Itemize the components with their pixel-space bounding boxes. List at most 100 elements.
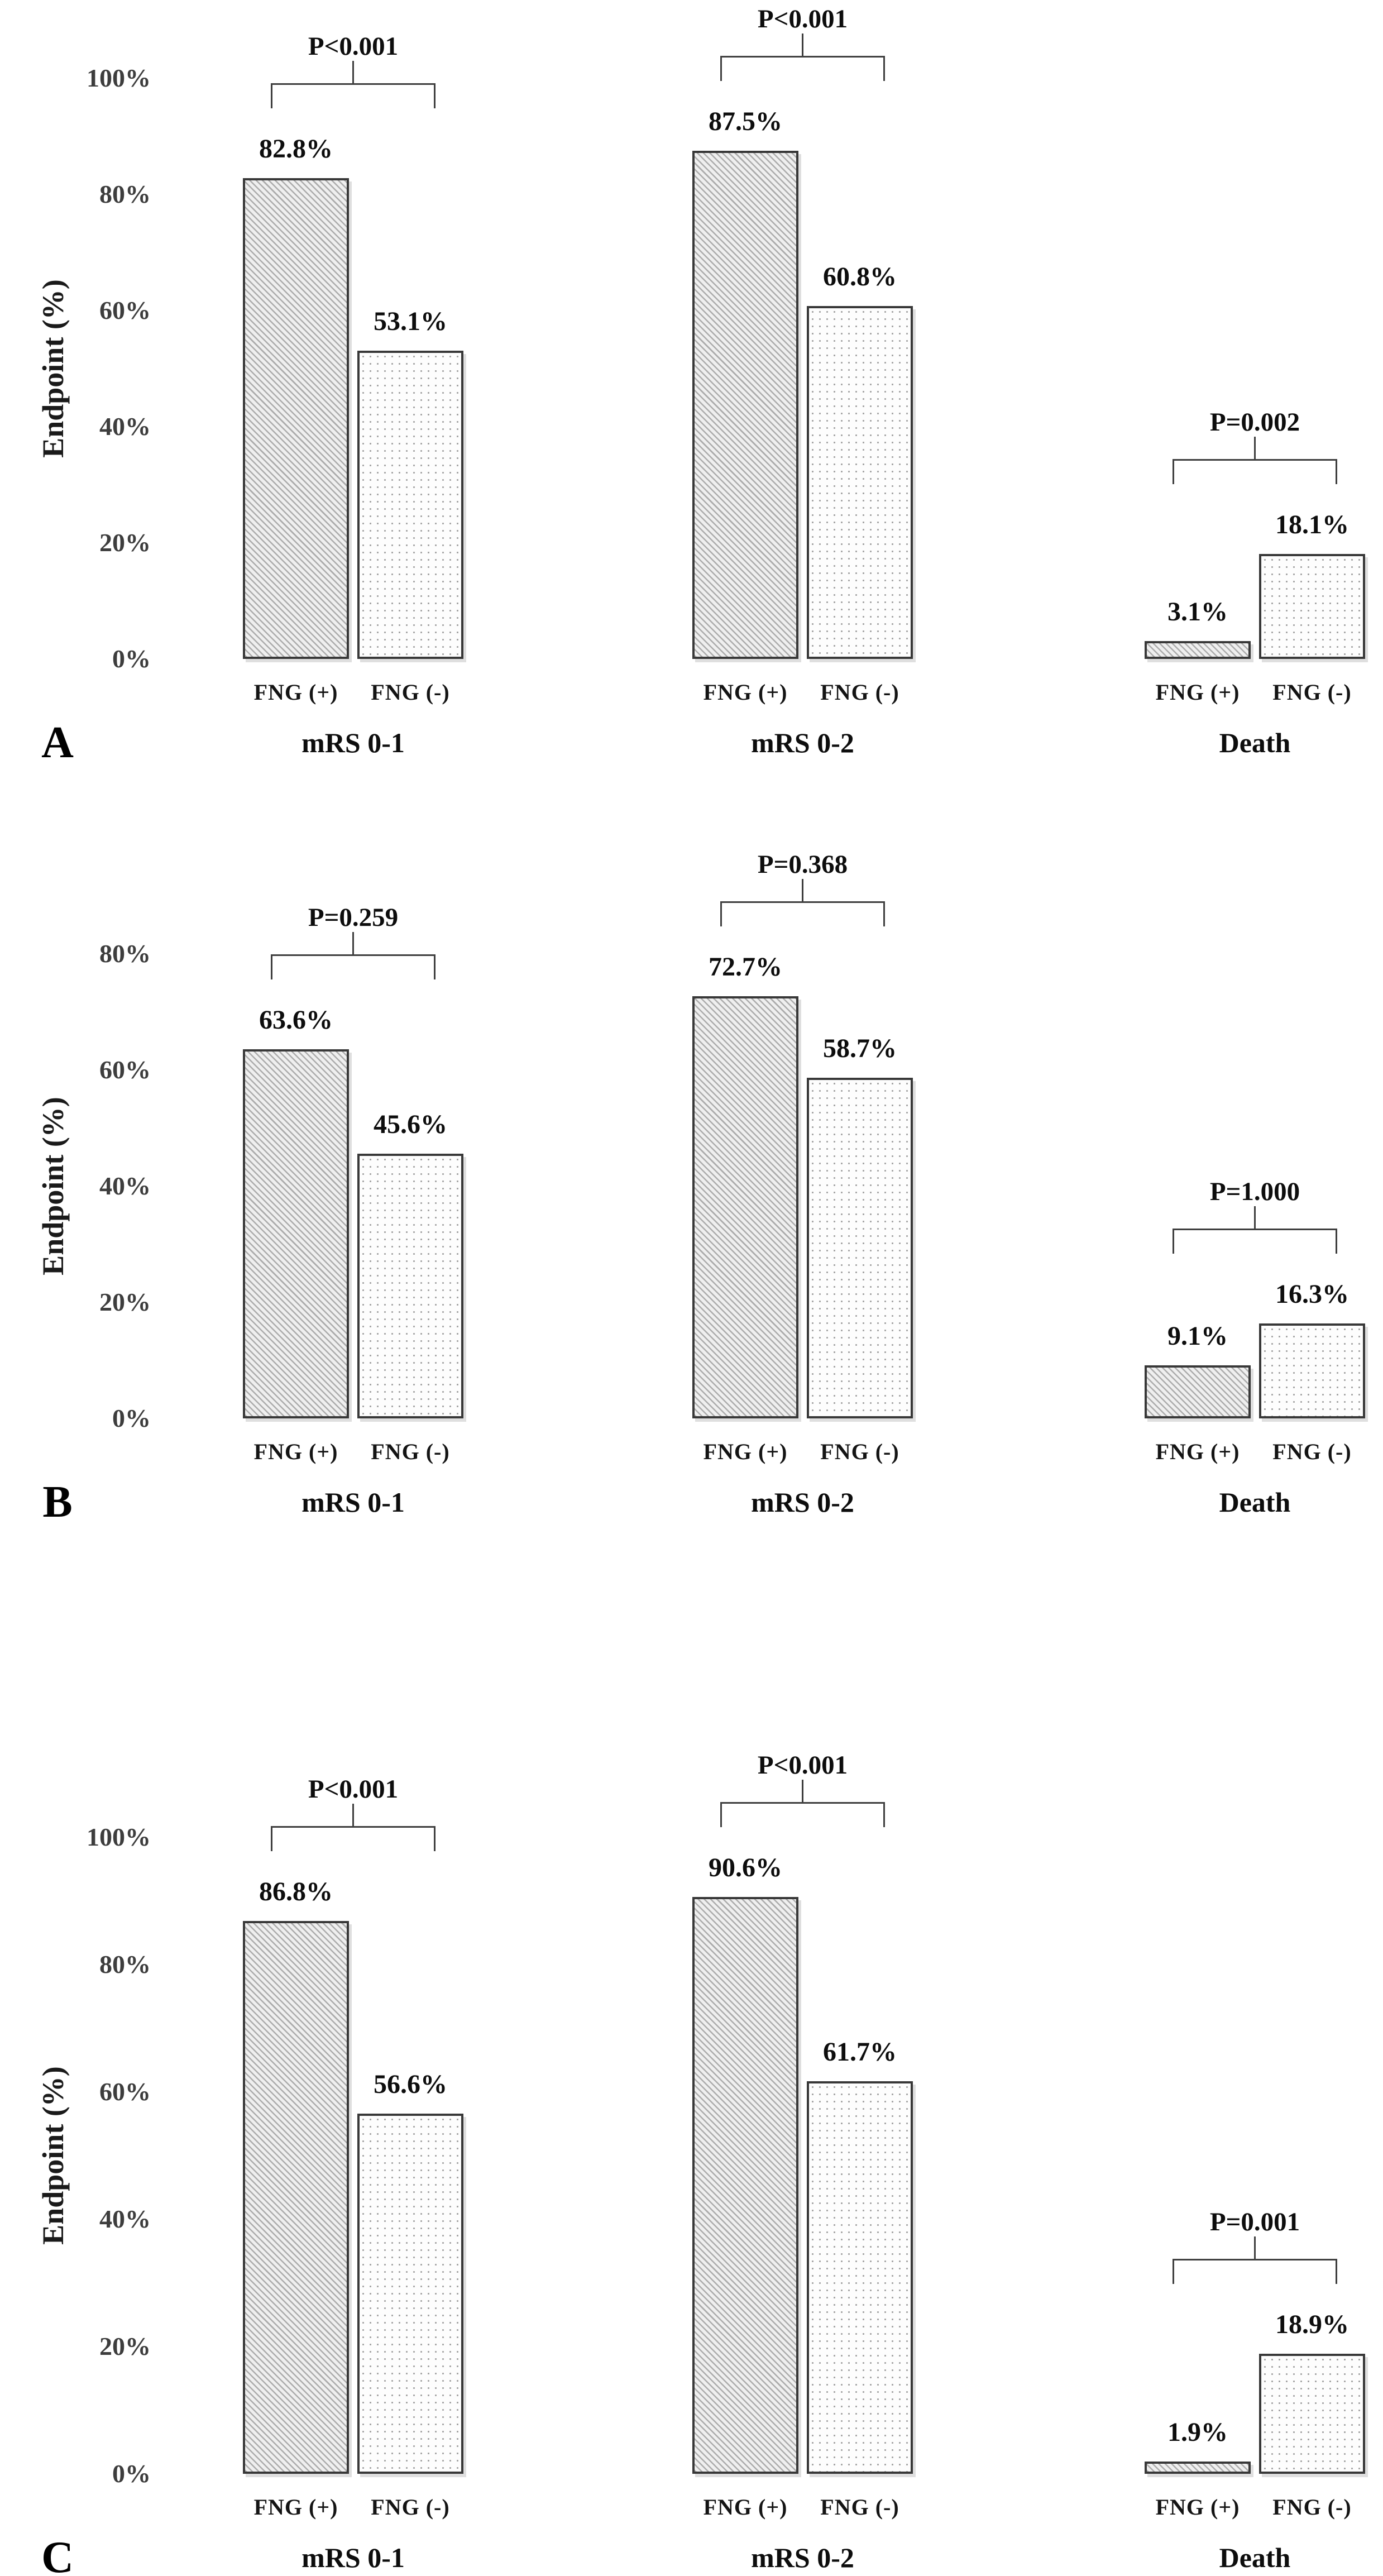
bar-fng-plus <box>1145 641 1251 659</box>
significance-bracket <box>271 83 436 108</box>
y-tick-label: 40% <box>99 2205 151 2233</box>
bar-value-label: 18.1% <box>1275 509 1349 539</box>
p-value-label: P<0.001 <box>757 1751 848 1780</box>
bar-value-label: 3.1% <box>1167 596 1228 627</box>
bracket-stem <box>802 878 803 901</box>
x-category-label: FNG (-) <box>820 2494 899 2520</box>
y-tick-label: 80% <box>99 939 151 968</box>
group-title: mRS 0-1 <box>302 727 405 758</box>
bracket-stem <box>352 60 354 83</box>
x-category-label: FNG (-) <box>1272 680 1352 705</box>
y-tick-label: 20% <box>99 1288 151 1316</box>
p-value-label: P<0.001 <box>308 1775 399 1804</box>
bar-fng-minus <box>357 2113 463 2474</box>
x-category-label: FNG (-) <box>820 1439 899 1464</box>
y-tick-label: 40% <box>99 412 151 441</box>
p-value-label: P<0.001 <box>757 4 848 34</box>
significance-bracket <box>720 1802 885 1828</box>
y-tick-label: 20% <box>99 528 151 557</box>
group-title: Death <box>1219 1487 1291 1518</box>
x-category-label: FNG (+) <box>703 2494 788 2520</box>
x-category-label: FNG (+) <box>1155 1439 1240 1464</box>
p-value-label: P=0.002 <box>1209 407 1300 437</box>
bar-fng-minus <box>357 350 463 659</box>
bar-fng-plus <box>243 1921 349 2474</box>
y-axis-label: Endpoint (%) <box>36 2066 70 2245</box>
bar-value-label: 87.5% <box>709 107 782 136</box>
p-value-label: P=0.259 <box>308 902 399 932</box>
bar-value-label: 82.8% <box>259 133 333 164</box>
significance-bracket <box>271 954 436 979</box>
x-category-label: FNG (+) <box>253 2494 338 2520</box>
x-category-label: FNG (+) <box>703 680 788 705</box>
bracket-stem <box>1254 2236 1256 2259</box>
y-tick-label: 0% <box>112 2459 151 2488</box>
y-tick-label: 60% <box>99 2077 151 2106</box>
y-tick-label: 60% <box>99 296 151 324</box>
bar-fng-plus <box>692 151 798 659</box>
p-value-label: P=1.000 <box>1209 1177 1300 1207</box>
group-title: mRS 0-1 <box>302 2542 405 2573</box>
y-tick-label: 80% <box>99 180 151 208</box>
significance-bracket <box>720 901 885 926</box>
group-title: Death <box>1219 2542 1291 2573</box>
group-title: mRS 0-2 <box>751 1487 854 1518</box>
bar-fng-plus <box>1145 2462 1251 2474</box>
significance-bracket <box>1173 1229 1337 1254</box>
x-category-label: FNG (-) <box>820 680 899 705</box>
bar-fng-minus <box>357 1153 463 1418</box>
p-value-label: P=0.368 <box>757 849 848 879</box>
panel-letter: C <box>41 2533 74 2576</box>
significance-bracket <box>271 1826 436 1852</box>
group-title: mRS 0-2 <box>751 727 854 758</box>
x-category-label: FNG (+) <box>253 680 338 705</box>
x-category-label: FNG (+) <box>1155 2494 1240 2520</box>
group-title: mRS 0-1 <box>302 1487 405 1518</box>
y-tick-label: 60% <box>99 1055 151 1084</box>
bracket-stem <box>352 931 354 954</box>
y-tick-label: 40% <box>99 1172 151 1200</box>
panel-letter: B <box>42 1478 73 1527</box>
p-value-label: P<0.001 <box>308 31 399 61</box>
bar-value-label: 60.8% <box>823 261 897 291</box>
y-tick-label: 0% <box>112 1404 151 1432</box>
significance-bracket <box>1173 2258 1337 2284</box>
bracket-stem <box>802 1780 803 1803</box>
x-category-label: FNG (-) <box>371 680 450 705</box>
y-tick-label: 20% <box>99 2332 151 2360</box>
x-category-label: FNG (-) <box>1272 2494 1352 2520</box>
x-category-label: FNG (-) <box>371 1439 450 1464</box>
bar-fng-minus <box>807 2081 913 2474</box>
bar-fng-minus <box>1259 1323 1365 1418</box>
bar-value-label: 86.8% <box>259 1877 333 1907</box>
bar-value-label: 72.7% <box>709 952 782 982</box>
bar-fng-plus <box>692 1897 798 2474</box>
bar-value-label: 53.1% <box>374 306 447 336</box>
bar-fng-minus <box>1259 553 1365 659</box>
bracket-stem <box>1254 436 1256 459</box>
bar-value-label: 58.7% <box>823 1033 897 1063</box>
x-category-label: FNG (+) <box>1155 680 1240 705</box>
bar-fng-plus <box>243 178 349 659</box>
x-category-label: FNG (-) <box>371 2494 450 2520</box>
bar-fng-plus <box>692 996 798 1418</box>
bracket-stem <box>1254 1206 1256 1229</box>
bar-value-label: 63.6% <box>259 1005 333 1035</box>
bar-fng-minus <box>807 1077 913 1418</box>
y-tick-label: 0% <box>112 644 151 673</box>
bar-fng-plus <box>1145 1365 1251 1418</box>
bar-value-label: 90.6% <box>709 1853 782 1883</box>
group-title: Death <box>1219 727 1291 758</box>
panel-letter: A <box>41 718 74 767</box>
bar-value-label: 18.9% <box>1275 2309 1349 2339</box>
bar-value-label: 61.7% <box>823 2037 897 2067</box>
bar-value-label: 1.9% <box>1167 2417 1228 2448</box>
x-category-label: FNG (+) <box>253 1439 338 1464</box>
significance-bracket <box>1173 458 1337 484</box>
bar-value-label: 56.6% <box>374 2069 447 2099</box>
bracket-stem <box>802 34 803 56</box>
x-category-label: FNG (+) <box>703 1439 788 1464</box>
y-tick-label: 80% <box>99 1950 151 1978</box>
bar-value-label: 16.3% <box>1275 1279 1349 1309</box>
